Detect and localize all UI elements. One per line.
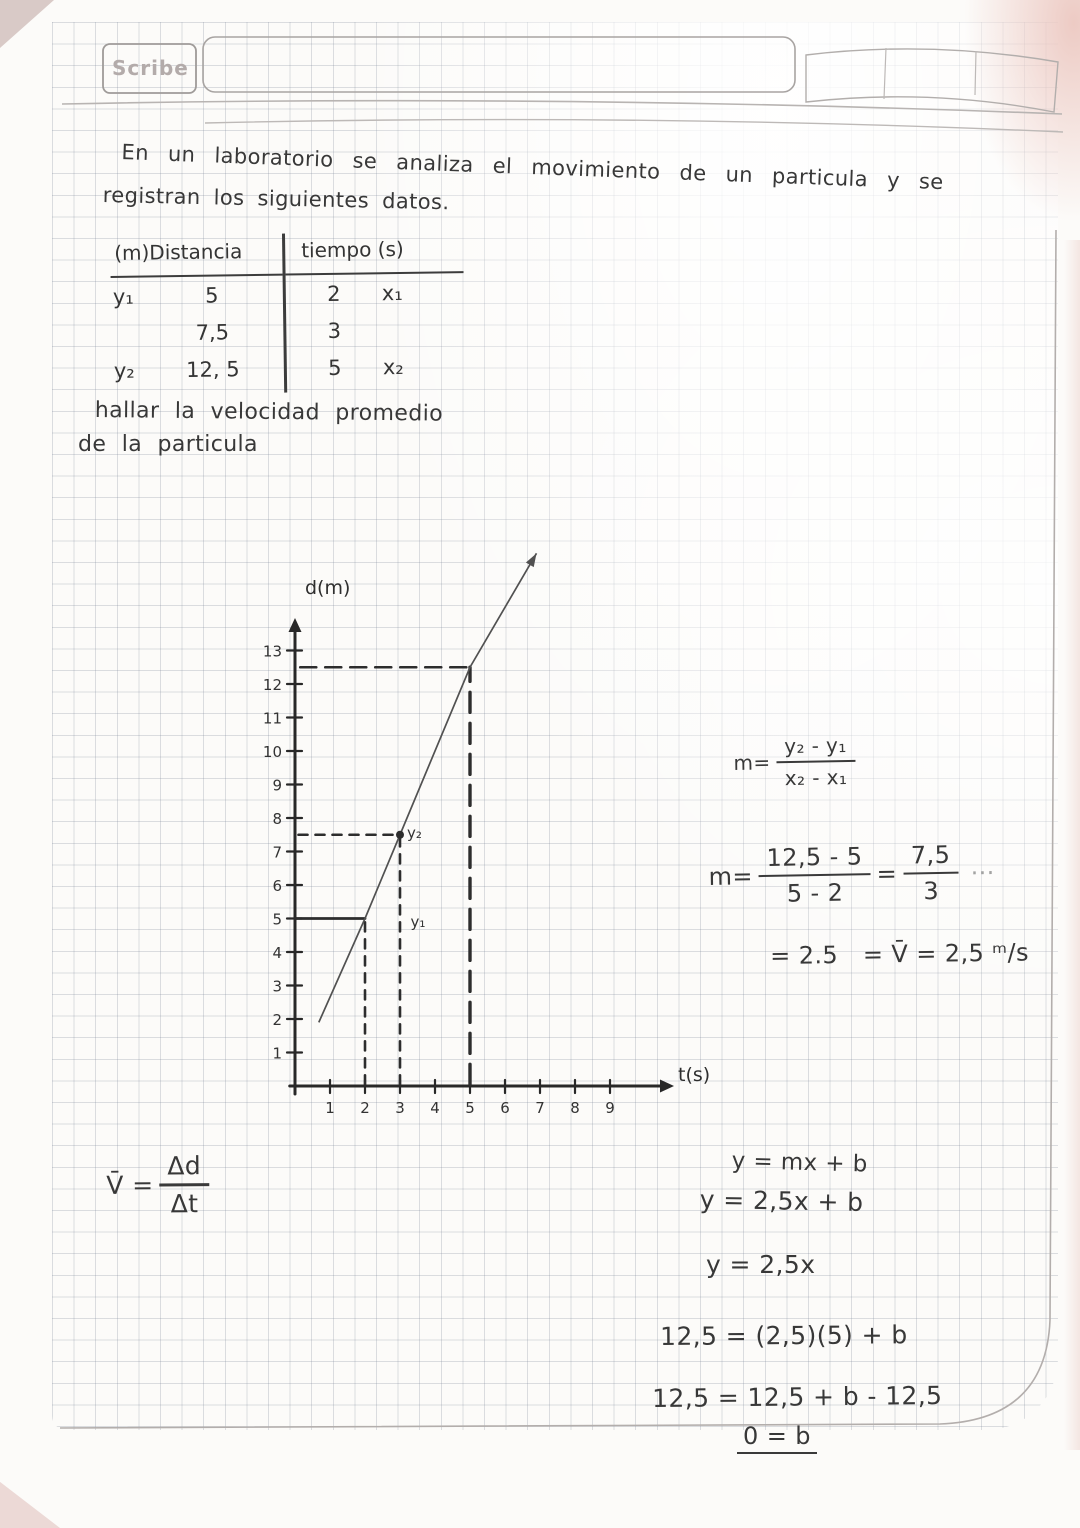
svg-text:5: 5 bbox=[465, 1099, 475, 1117]
svg-text:1: 1 bbox=[325, 1099, 335, 1117]
svg-text:8: 8 bbox=[272, 810, 282, 828]
photo-corner-top-left bbox=[0, 0, 54, 48]
row-xlabel: x₂ bbox=[382, 354, 404, 379]
row-tiempo: 5 bbox=[328, 355, 342, 380]
row-tiempo: 2 bbox=[326, 281, 341, 306]
row-ylabel: y₂ bbox=[113, 358, 135, 383]
scribe-logo: Scribe bbox=[112, 56, 189, 80]
row-distancia: 12, 5 bbox=[185, 356, 240, 382]
svg-text:13: 13 bbox=[263, 643, 282, 661]
svg-text:2: 2 bbox=[272, 1011, 282, 1029]
row-ylabel bbox=[111, 333, 157, 334]
equation-y-25x-b: y = 2,5x + b bbox=[699, 1185, 864, 1217]
svg-text:7: 7 bbox=[535, 1099, 545, 1117]
calc-fraction-1: 12,5 - 5 5 - 2 bbox=[758, 842, 871, 908]
svg-text:10: 10 bbox=[263, 743, 282, 761]
row-tiempo: 3 bbox=[327, 318, 342, 343]
row-distancia: 5 bbox=[204, 282, 219, 308]
photo-edge-right bbox=[1064, 240, 1080, 1450]
task-line-2: de la particula bbox=[78, 432, 258, 457]
svg-text:8: 8 bbox=[570, 1099, 580, 1117]
svg-text:y₂: y₂ bbox=[407, 824, 422, 842]
svg-text:11: 11 bbox=[263, 710, 282, 728]
calc-tail: ⋯ bbox=[970, 857, 996, 887]
slope-denominator: x₂ - x₁ bbox=[784, 765, 848, 791]
slope-calculation: m= 12,5 - 5 5 - 2 = 7,5 3 ⋯ bbox=[708, 840, 995, 909]
table-row: 5 x₂ bbox=[287, 347, 465, 386]
slope-fraction: y₂ - y₁ x₂ - x₁ bbox=[776, 732, 855, 791]
svg-text:d(m): d(m) bbox=[305, 577, 350, 599]
table-column-distancia: (m)Distancia y₁ 5 7,5 y₂ 12, 5 bbox=[110, 233, 284, 395]
table-column-tiempo: tiempo (s) 2 x₁ 3 5 x₂ bbox=[281, 231, 466, 393]
equation-y-25x: y = 2,5x bbox=[706, 1250, 816, 1279]
table-row: y₁ 5 bbox=[111, 276, 283, 315]
equation-substitution: 12,5 = (2,5)(5) + b bbox=[660, 1320, 908, 1351]
table-header-tiempo: tiempo (s) bbox=[284, 231, 464, 276]
calc-f1-num: 12,5 - 5 bbox=[758, 842, 871, 878]
vdef-lead: V̄ = bbox=[106, 1170, 154, 1200]
slope-result: = 2.5 = V̄ = 2,5 ᵐ/s bbox=[770, 938, 1030, 970]
table-row: 2 x₁ bbox=[286, 273, 464, 312]
table-header-distancia: (m)Distancia bbox=[110, 233, 283, 278]
equation-solve-b: 12,5 = 12,5 + b - 12,5 bbox=[652, 1380, 943, 1413]
calc-f1-den: 5 - 2 bbox=[786, 878, 844, 908]
row-distancia: 7,5 bbox=[195, 319, 230, 345]
calc-equals: = bbox=[876, 859, 898, 889]
svg-text:5: 5 bbox=[272, 911, 282, 929]
svg-text:12: 12 bbox=[263, 676, 282, 694]
vdef-den: Δt bbox=[170, 1189, 199, 1219]
svg-text:6: 6 bbox=[500, 1099, 510, 1117]
row-xlabel: x₁ bbox=[381, 280, 403, 305]
svg-text:2: 2 bbox=[360, 1099, 370, 1117]
vdef-fraction: Δd Δt bbox=[159, 1151, 210, 1219]
svg-text:t(s): t(s) bbox=[678, 1064, 710, 1086]
task-line-1: hallar la velocidad promedio bbox=[94, 398, 444, 427]
calc-lead: m= bbox=[708, 862, 754, 891]
calc-f2-num: 7,5 bbox=[902, 840, 959, 875]
row-ylabel: y₁ bbox=[112, 284, 134, 309]
slope-numerator: y₂ - y₁ bbox=[776, 732, 855, 764]
svg-text:4: 4 bbox=[430, 1099, 440, 1117]
table-row: y₂ 12, 5 bbox=[112, 350, 284, 389]
velocity-definition: V̄ = Δd Δt bbox=[106, 1151, 216, 1219]
svg-text:3: 3 bbox=[395, 1099, 405, 1117]
equation-b-zero: 0 = b bbox=[737, 1422, 817, 1454]
slope-definition-formula: m= y₂ - y₁ x₂ - x₁ bbox=[733, 732, 861, 791]
row-xlabel bbox=[382, 329, 438, 330]
svg-text:3: 3 bbox=[272, 978, 282, 996]
photo-corner-bottom-left bbox=[0, 1481, 60, 1528]
svg-text:7: 7 bbox=[272, 844, 282, 862]
distance-time-table: (m)Distancia y₁ 5 7,5 y₂ 12, 5 tiempo (s… bbox=[110, 231, 466, 395]
svg-text:y₁: y₁ bbox=[411, 913, 426, 931]
calc-f2-den: 3 bbox=[923, 876, 940, 906]
svg-text:4: 4 bbox=[272, 944, 282, 962]
vdef-num: Δd bbox=[159, 1151, 210, 1187]
slope-lead: m= bbox=[733, 750, 771, 775]
svg-text:9: 9 bbox=[272, 777, 282, 795]
table-row: 7,5 bbox=[111, 313, 283, 352]
equation-y-mx-b: y = mx + b bbox=[731, 1148, 868, 1178]
calc-fraction-2: 7,5 3 bbox=[902, 840, 959, 906]
svg-text:9: 9 bbox=[605, 1099, 615, 1117]
table-row: 3 bbox=[286, 310, 464, 349]
svg-text:6: 6 bbox=[272, 877, 282, 895]
svg-text:1: 1 bbox=[272, 1045, 282, 1063]
